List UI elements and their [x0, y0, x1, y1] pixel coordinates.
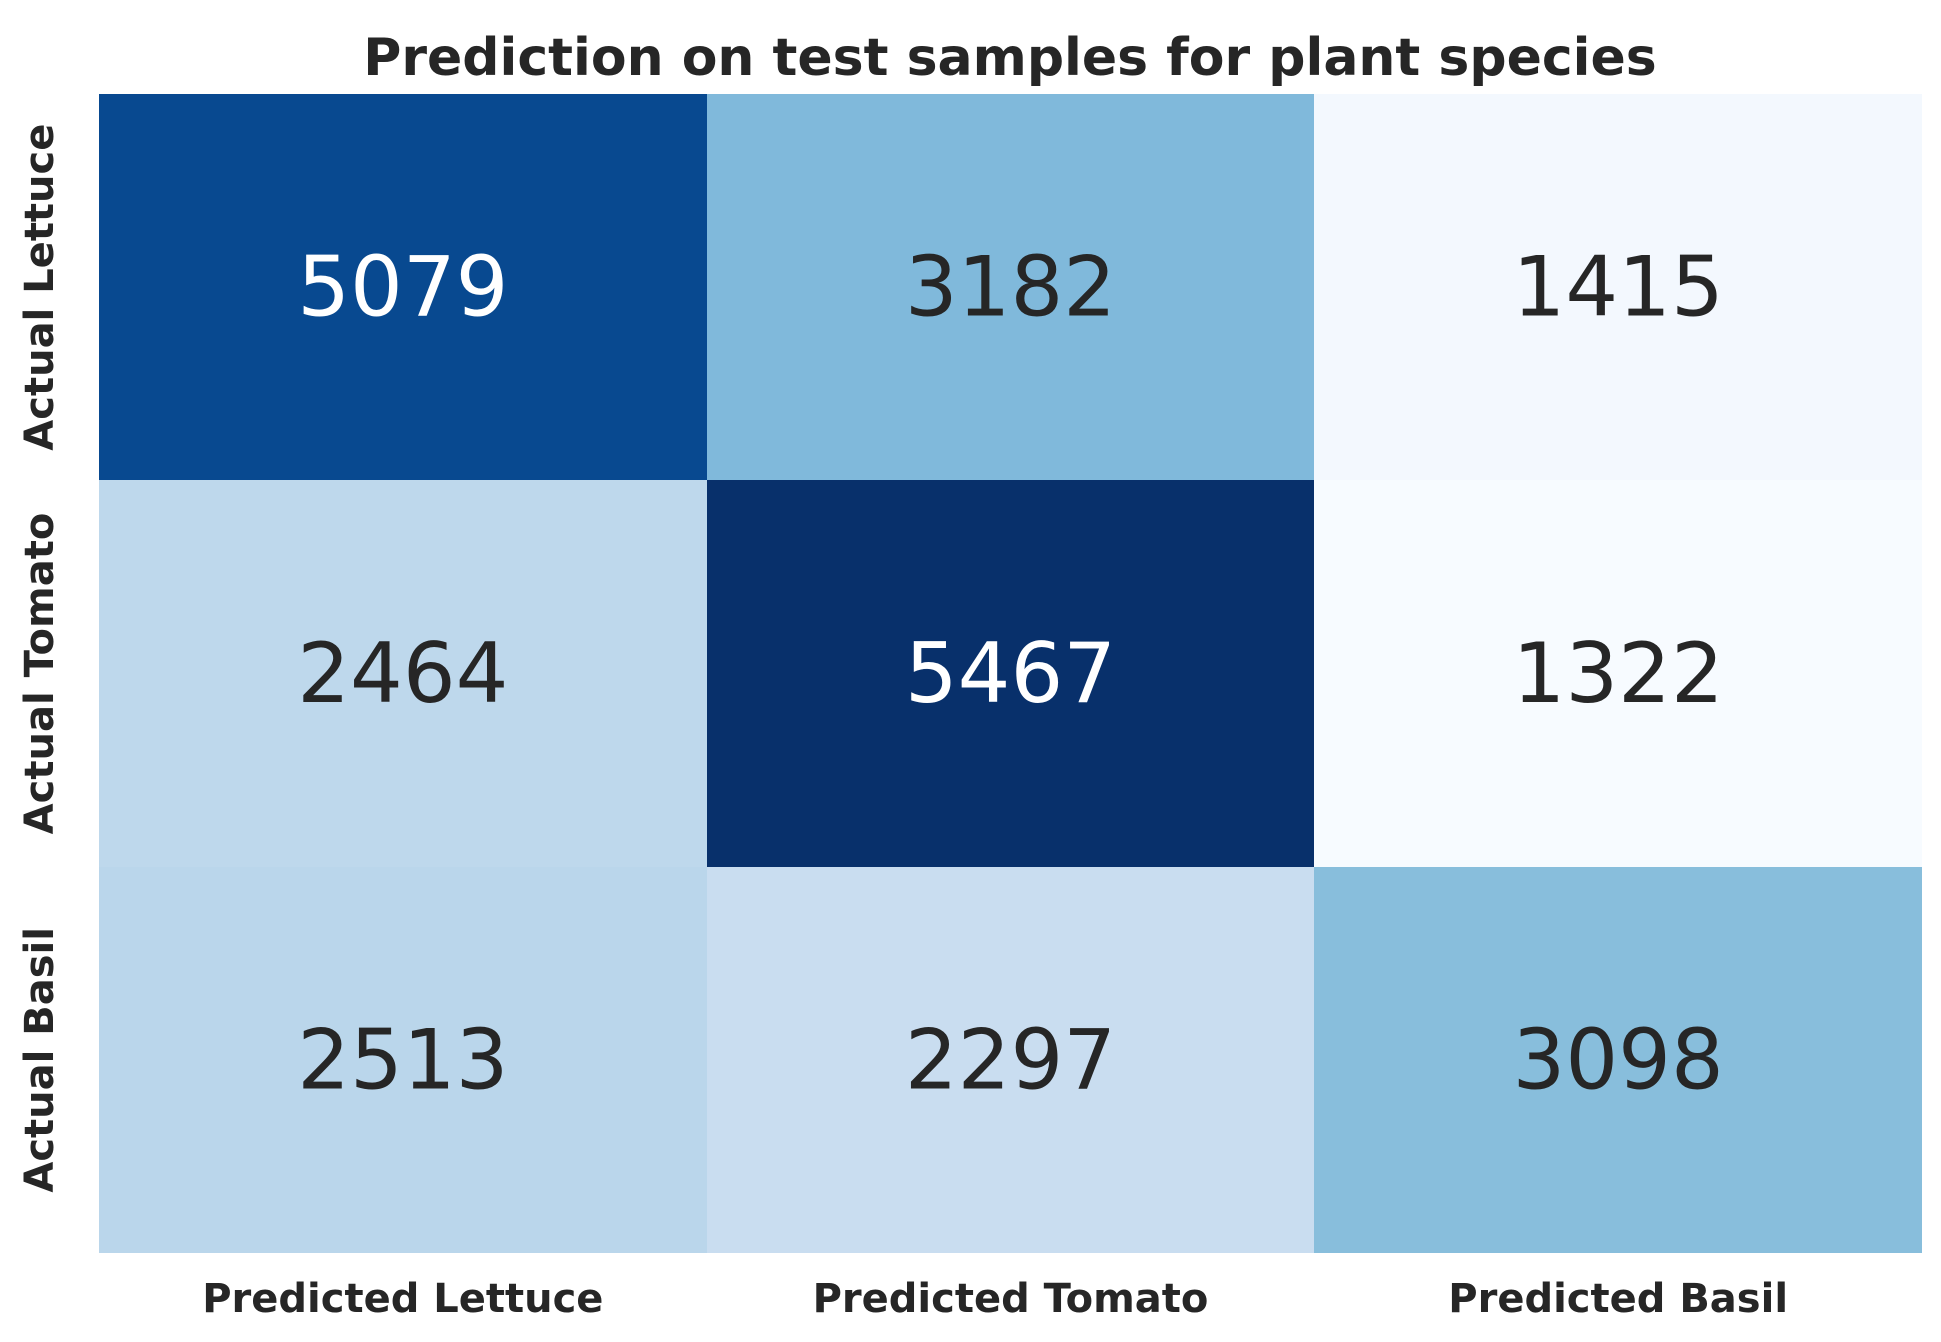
- heatmap-cells: [99, 94, 1922, 1253]
- heatmap-cell: [99, 480, 707, 867]
- cell-value-label: 3182: [905, 239, 1116, 336]
- cell-value-label: 2464: [297, 625, 508, 722]
- cell-value-label: 1415: [1513, 239, 1724, 336]
- cell-value-label: 5467: [905, 625, 1116, 722]
- cell-value-label: 2513: [297, 1011, 508, 1108]
- cell-value-label: 5079: [297, 239, 508, 336]
- x-tick-label: Predicted Tomato: [813, 1276, 1209, 1322]
- x-tick-label: Predicted Basil: [1448, 1276, 1788, 1322]
- cell-value-label: 1322: [1513, 625, 1724, 722]
- heatmap-cell: [1314, 480, 1922, 867]
- y-tick-label: Actual Tomato: [17, 513, 63, 835]
- x-axis-tick-labels: Predicted Lettuce Predicted Tomato Predict…: [202, 1276, 1788, 1322]
- heatmap-cell: [707, 480, 1314, 867]
- heatmap-cell: [1314, 867, 1922, 1253]
- x-tick-label: Predicted Lettuce: [202, 1276, 603, 1322]
- cell-value-label: 2297: [905, 1011, 1116, 1108]
- heatmap-cell: [99, 867, 707, 1253]
- heatmap-cell: [99, 94, 707, 480]
- heatmap-annotations: 5079 3182 1415 2464 5467 1322 2513 2297 3098: [297, 239, 1724, 1109]
- chart-title: Prediction on test samples for plant spe…: [363, 28, 1656, 88]
- y-tick-label: Actual Lettuce: [17, 124, 63, 451]
- heatmap-cell: [1314, 94, 1922, 480]
- heatmap-cell: [707, 867, 1314, 1253]
- heatmap-cell: [707, 94, 1314, 480]
- y-axis-tick-labels: Actual Lettuce Actual Tomato Actual Basil: [17, 124, 63, 1193]
- y-tick-label: Actual Basil: [17, 927, 63, 1193]
- cell-value-label: 3098: [1513, 1011, 1724, 1108]
